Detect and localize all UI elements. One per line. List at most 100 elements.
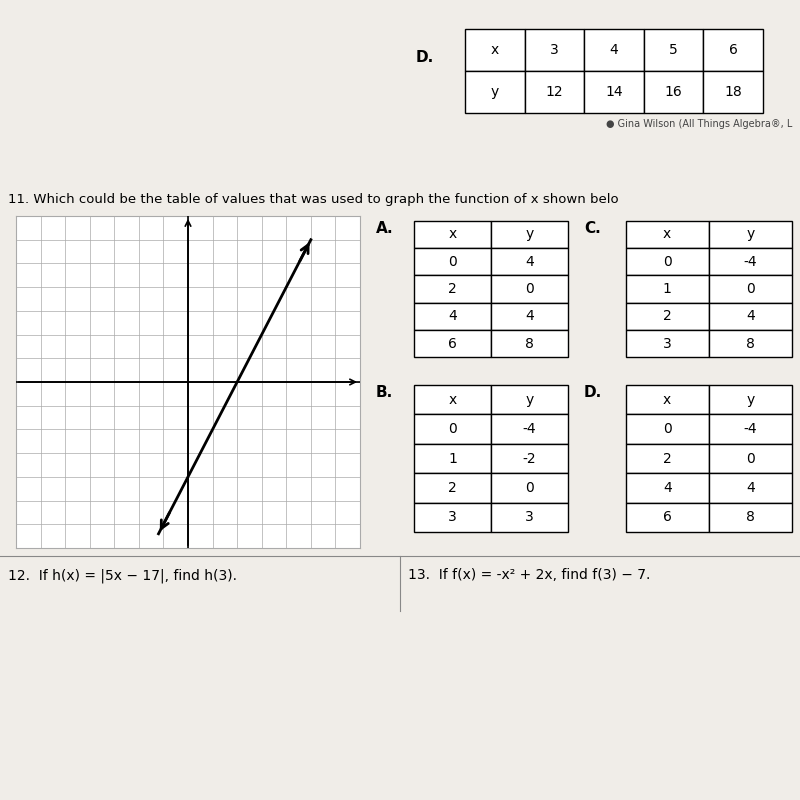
Text: 6: 6 [729, 42, 738, 57]
Bar [709, 330, 792, 357]
Text: 18: 18 [724, 85, 742, 99]
Text: 1: 1 [448, 451, 458, 466]
Bar [626, 302, 709, 330]
Bar [491, 275, 568, 302]
Bar [709, 474, 792, 502]
Text: 5: 5 [670, 42, 678, 57]
Text: -4: -4 [522, 422, 537, 436]
Text: 4: 4 [610, 42, 618, 57]
Text: 2: 2 [449, 282, 457, 296]
Bar [584, 71, 644, 114]
Text: D.: D. [415, 50, 434, 65]
Bar [466, 29, 525, 71]
Bar [709, 248, 792, 275]
Text: 4: 4 [746, 481, 754, 495]
Text: 0: 0 [746, 451, 754, 466]
Text: B.: B. [376, 385, 394, 400]
Text: 0: 0 [526, 481, 534, 495]
Bar [414, 221, 491, 248]
Text: 13.  If f(x) = -x² + 2x, find f(3) − 7.: 13. If f(x) = -x² + 2x, find f(3) − 7. [408, 568, 650, 582]
Text: 4: 4 [526, 254, 534, 269]
Bar [626, 474, 709, 502]
Text: 2: 2 [449, 481, 457, 495]
Bar [466, 71, 525, 114]
Bar [703, 71, 763, 114]
Bar [709, 444, 792, 474]
Text: 4: 4 [526, 310, 534, 323]
Bar [644, 29, 703, 71]
Text: 3: 3 [550, 42, 559, 57]
Text: 6: 6 [448, 337, 458, 350]
Text: x: x [663, 393, 671, 406]
Bar [491, 221, 568, 248]
Bar [414, 248, 491, 275]
Text: 4: 4 [449, 310, 457, 323]
Text: 3: 3 [663, 337, 671, 350]
Bar [414, 474, 491, 502]
Text: 4: 4 [663, 481, 671, 495]
Bar [626, 248, 709, 275]
Text: 0: 0 [449, 254, 457, 269]
Text: 6: 6 [662, 510, 672, 524]
Text: 2: 2 [663, 451, 671, 466]
Text: 3: 3 [449, 510, 457, 524]
Text: 8: 8 [746, 337, 755, 350]
Bar [626, 221, 709, 248]
Text: 8: 8 [525, 337, 534, 350]
Bar [525, 29, 584, 71]
Text: 1: 1 [662, 282, 672, 296]
Text: 16: 16 [665, 85, 682, 99]
Text: A.: A. [376, 221, 394, 236]
Text: 3: 3 [526, 510, 534, 524]
Bar [709, 275, 792, 302]
Text: y: y [746, 227, 754, 242]
Text: 8: 8 [746, 510, 755, 524]
Text: C.: C. [584, 221, 601, 236]
Bar [644, 71, 703, 114]
Text: y: y [491, 85, 499, 99]
Text: 0: 0 [526, 282, 534, 296]
Text: 4: 4 [746, 310, 754, 323]
Bar [491, 330, 568, 357]
Bar [626, 330, 709, 357]
Bar [709, 221, 792, 248]
Bar [626, 502, 709, 532]
Bar [584, 29, 644, 71]
Bar [491, 444, 568, 474]
Bar [709, 502, 792, 532]
Bar [491, 302, 568, 330]
Text: x: x [449, 393, 457, 406]
Text: 2: 2 [663, 310, 671, 323]
Text: 14: 14 [606, 85, 623, 99]
Bar [709, 302, 792, 330]
Bar [414, 444, 491, 474]
Text: 12.  If h(x) = |5x − 17|, find h(3).: 12. If h(x) = |5x − 17|, find h(3). [8, 568, 237, 582]
Bar [525, 71, 584, 114]
Text: y: y [526, 393, 534, 406]
Text: y: y [746, 393, 754, 406]
Text: -2: -2 [522, 451, 537, 466]
Text: D.: D. [584, 385, 602, 400]
Bar [626, 414, 709, 444]
Bar [414, 275, 491, 302]
Text: 0: 0 [663, 254, 671, 269]
Bar [491, 474, 568, 502]
Text: -4: -4 [743, 254, 758, 269]
Text: 0: 0 [746, 282, 754, 296]
Bar [703, 29, 763, 71]
Bar [709, 385, 792, 414]
Text: 12: 12 [546, 85, 563, 99]
Bar [491, 385, 568, 414]
Text: x: x [449, 227, 457, 242]
Bar [626, 444, 709, 474]
Bar [626, 275, 709, 302]
Text: y: y [526, 227, 534, 242]
Text: 0: 0 [663, 422, 671, 436]
Bar [626, 385, 709, 414]
Bar [491, 414, 568, 444]
Text: 11. Which could be the table of values that was used to graph the function of x : 11. Which could be the table of values t… [8, 193, 618, 206]
Bar [491, 502, 568, 532]
Text: -4: -4 [743, 422, 758, 436]
Text: ● Gina Wilson (All Things Algebra®, L: ● Gina Wilson (All Things Algebra®, L [606, 119, 792, 129]
Bar [414, 502, 491, 532]
